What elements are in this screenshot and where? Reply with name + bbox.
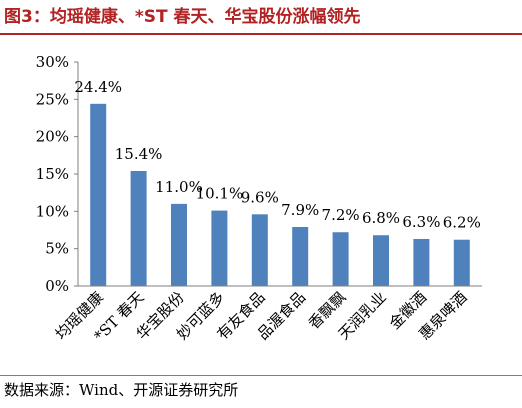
data-label: 6.3% <box>402 213 440 231</box>
y-tick-label: 10% <box>36 202 69 220</box>
data-label: 7.9% <box>281 201 319 219</box>
bar <box>171 203 187 286</box>
data-label: 10.1% <box>196 185 244 203</box>
y-axis: 0% 5% 10% 15% 20% 25% 30% <box>36 53 79 295</box>
source-divider <box>0 375 522 376</box>
bar <box>332 232 349 286</box>
data-label: 15.4% <box>115 145 163 163</box>
data-label: 6.8% <box>362 209 400 227</box>
data-label: 7.2% <box>322 206 360 224</box>
y-tick-label: 25% <box>36 90 69 108</box>
bar <box>251 214 268 286</box>
bar <box>413 238 430 286</box>
bar <box>292 227 309 286</box>
data-label: 9.6% <box>241 188 279 206</box>
data-label: 6.2% <box>443 214 481 232</box>
chart-header: 图3：均瑶健康、*ST 春天、华宝股份涨幅领先 <box>0 0 522 35</box>
y-tick-label: 5% <box>45 240 69 258</box>
source-note: 数据来源：Wind、开源证券研究所 <box>4 381 239 399</box>
bars <box>90 103 470 287</box>
bar <box>211 210 228 286</box>
bar <box>373 235 389 286</box>
y-tick-label: 15% <box>36 165 69 183</box>
bar <box>90 103 107 287</box>
y-tick-label: 20% <box>36 128 69 146</box>
data-labels: 24.4% 15.4% 11.0%10.1%9.6%7.9% 7.2% 6.8% 6.3%… <box>74 78 480 232</box>
data-label: 11.0% <box>155 178 203 196</box>
bar <box>130 171 147 286</box>
bar-chart: 0% 5% 10% 15% 20% 25% 30% 24.4% 15.4% 11.0%10.1%… <box>36 53 482 345</box>
data-label: 24.4% <box>74 78 122 96</box>
y-tick-label: 30% <box>36 53 69 71</box>
y-tick-label: 0% <box>45 277 69 295</box>
chart-title: 图3：均瑶健康、*ST 春天、华宝股份涨幅领先 <box>4 7 361 27</box>
bar <box>453 239 470 286</box>
title-divider <box>0 33 522 35</box>
